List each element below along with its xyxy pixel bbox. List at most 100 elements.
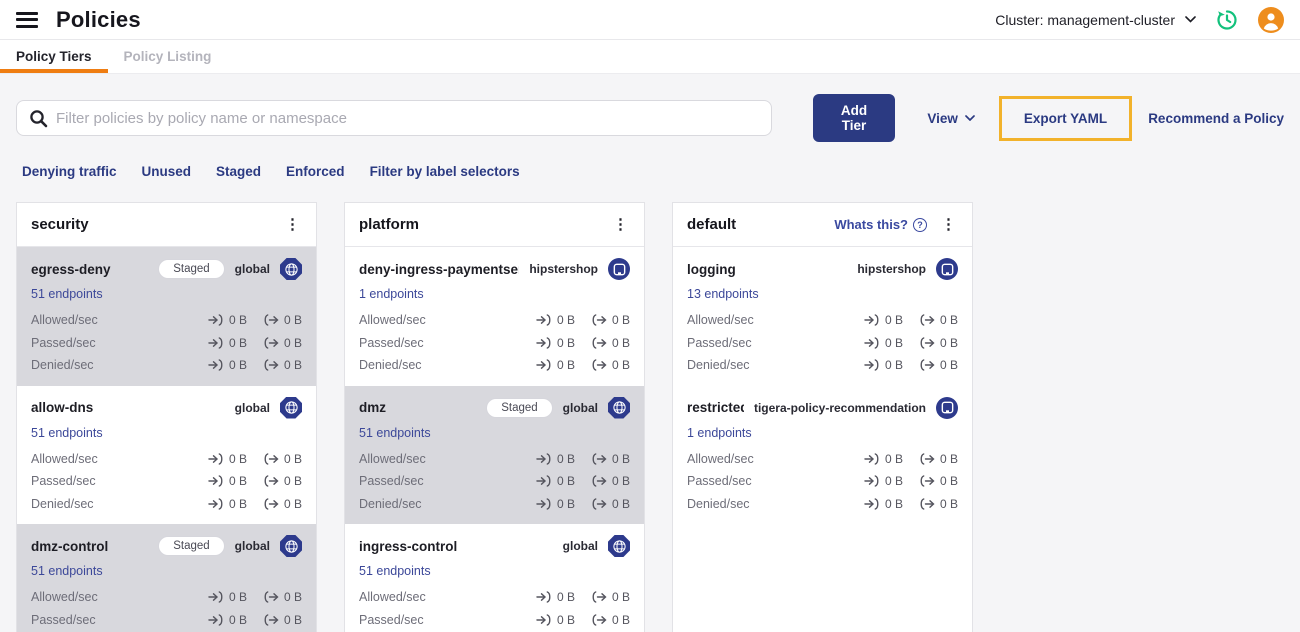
metric-row: Allowed/sec 0 B [359,448,630,471]
metric-label: Passed/sec [687,335,752,350]
metric-label: Allowed/sec [359,590,426,605]
tier-title: default [687,216,737,233]
search-input[interactable] [56,109,759,127]
endpoints-link[interactable]: 51 endpoints [359,425,431,440]
filter-enforced[interactable]: Enforced [286,164,345,179]
ingress-traffic-icon [208,591,224,603]
ingress-traffic-icon [208,337,224,349]
ingress-traffic-icon [536,453,552,465]
metric-value: 0 B [283,451,302,466]
page-title: Policies [56,6,141,32]
metric-row: Passed/sec 0 B [31,470,302,493]
ingress-traffic-icon [208,498,224,510]
tab-policy-listing[interactable]: Policy Listing [123,49,212,64]
global-scope-icon [280,535,302,557]
tab-policy-tiers[interactable]: Policy Tiers [0,40,108,73]
endpoints-link[interactable]: 51 endpoints [31,564,103,578]
metric-label: Passed/sec [31,335,96,350]
user-avatar[interactable] [1258,6,1284,33]
view-dropdown-button[interactable]: View [927,111,975,126]
tier-title: security [31,216,89,233]
tier-kebab-menu-icon[interactable]: ⋮ [613,216,628,233]
egress-traffic-icon [919,314,935,326]
policy-card[interactable]: allow-dns global 51 endpoints Allowed/s [17,385,316,524]
policy-card[interactable]: egress-deny Staged global 51 endpoints A [17,247,316,386]
tier-header: platform ? ⋮ [345,203,644,247]
endpoints-link[interactable]: 51 endpoints [359,564,431,578]
question-circle-icon: ? [913,217,927,232]
metric-value: 0 B [611,474,630,489]
filter-unused[interactable]: Unused [141,164,192,179]
endpoints-link[interactable]: 51 endpoints [31,287,103,301]
metric-row: Allowed/sec 0 B [31,448,302,471]
metric-label: Allowed/sec [31,313,98,328]
egress-traffic-icon [591,359,607,371]
export-yaml-button[interactable]: Export YAML [1023,110,1108,126]
filter-staged[interactable]: Staged [216,164,262,179]
staged-badge: Staged [158,536,225,556]
whats-this-link[interactable]: Whats this? ? [834,217,927,232]
egress-traffic-icon [263,591,279,603]
metric-value: 0 B [556,496,575,511]
policy-name: logging [687,261,736,277]
egress-traffic-icon [263,498,279,510]
policy-card[interactable]: logging hipstershop 13 endpoints Allowe [673,247,972,386]
global-scope-icon [280,396,302,419]
metric-row: Passed/sec 0 B [359,609,630,632]
policy-scope-label: global [234,400,270,415]
metrics: Allowed/sec 0 B [359,309,630,377]
policy-name: dmz-control [31,538,109,554]
ingress-traffic-icon [208,359,224,371]
tier-kebab-menu-icon[interactable]: ⋮ [285,216,300,233]
metric-value: 0 B [611,612,630,627]
tier-kebab-menu-icon[interactable]: ⋮ [941,216,956,233]
tab-bar: Policy Tiers Policy Listing [0,40,1300,74]
metrics: Allowed/sec 0 B [687,448,958,516]
search-icon [29,109,48,128]
metric-value: 0 B [228,358,247,373]
filter-label-selectors[interactable]: Filter by label selectors [369,164,520,179]
chevron-down-icon [1185,16,1196,23]
filter-denying-traffic[interactable]: Denying traffic [22,164,117,179]
hamburger-menu-icon[interactable] [16,11,38,28]
egress-traffic-icon [919,359,935,371]
add-tier-button[interactable]: Add Tier [812,94,896,142]
metric-value: 0 B [228,313,247,328]
metric-row: Allowed/sec 0 B [31,309,302,332]
egress-traffic-icon [591,614,607,626]
top-bar: Policies Cluster: management-cluster [0,0,1300,40]
metric-value: 0 B [611,313,630,328]
metric-value: 0 B [228,496,247,511]
metric-value: 0 B [939,335,958,350]
egress-traffic-icon [919,337,935,349]
endpoints-link[interactable]: 1 endpoints [359,287,424,301]
endpoints-link[interactable]: 13 endpoints [687,287,759,301]
metric-label: Passed/sec [359,612,424,627]
history-restore-icon[interactable] [1214,7,1240,33]
metric-row: Allowed/sec 0 B [359,586,630,609]
policy-card[interactable]: dmz-control Staged global 51 endpoints A [17,524,316,632]
export-yaml-highlight-box: Export YAML [998,95,1133,141]
endpoints-link[interactable]: 1 endpoints [687,425,752,440]
namespace-scope-icon [936,258,958,280]
endpoints-link[interactable]: 51 endpoints [31,425,103,440]
cluster-selector[interactable]: Cluster: management-cluster [995,12,1196,28]
policy-list: egress-deny Staged global 51 endpoints A [17,247,316,632]
metric-value: 0 B [939,313,958,328]
policy-list: logging hipstershop 13 endpoints Allowe [673,247,972,524]
ingress-traffic-icon [536,498,552,510]
ingress-traffic-icon [536,475,552,487]
metric-value: 0 B [228,474,247,489]
policy-card[interactable]: restricted tigera-policy-recommendation … [673,385,972,524]
tier-header: security ? ⋮ [17,203,316,247]
metrics: Allowed/sec 0 B [31,586,302,632]
metric-value: 0 B [884,313,903,328]
metric-value: 0 B [556,335,575,350]
policy-card[interactable]: dmz Staged global 51 endpoints Allowed/s [345,385,644,524]
policy-search-box [16,100,772,136]
ingress-traffic-icon [208,614,224,626]
recommend-policy-button[interactable]: Recommend a Policy [1148,110,1284,126]
policy-card[interactable]: ingress-control global 51 endpoints All [345,524,644,632]
global-scope-icon [608,396,630,419]
policy-card[interactable]: deny-ingress-paymentservi… hipstershop 1… [345,247,644,386]
